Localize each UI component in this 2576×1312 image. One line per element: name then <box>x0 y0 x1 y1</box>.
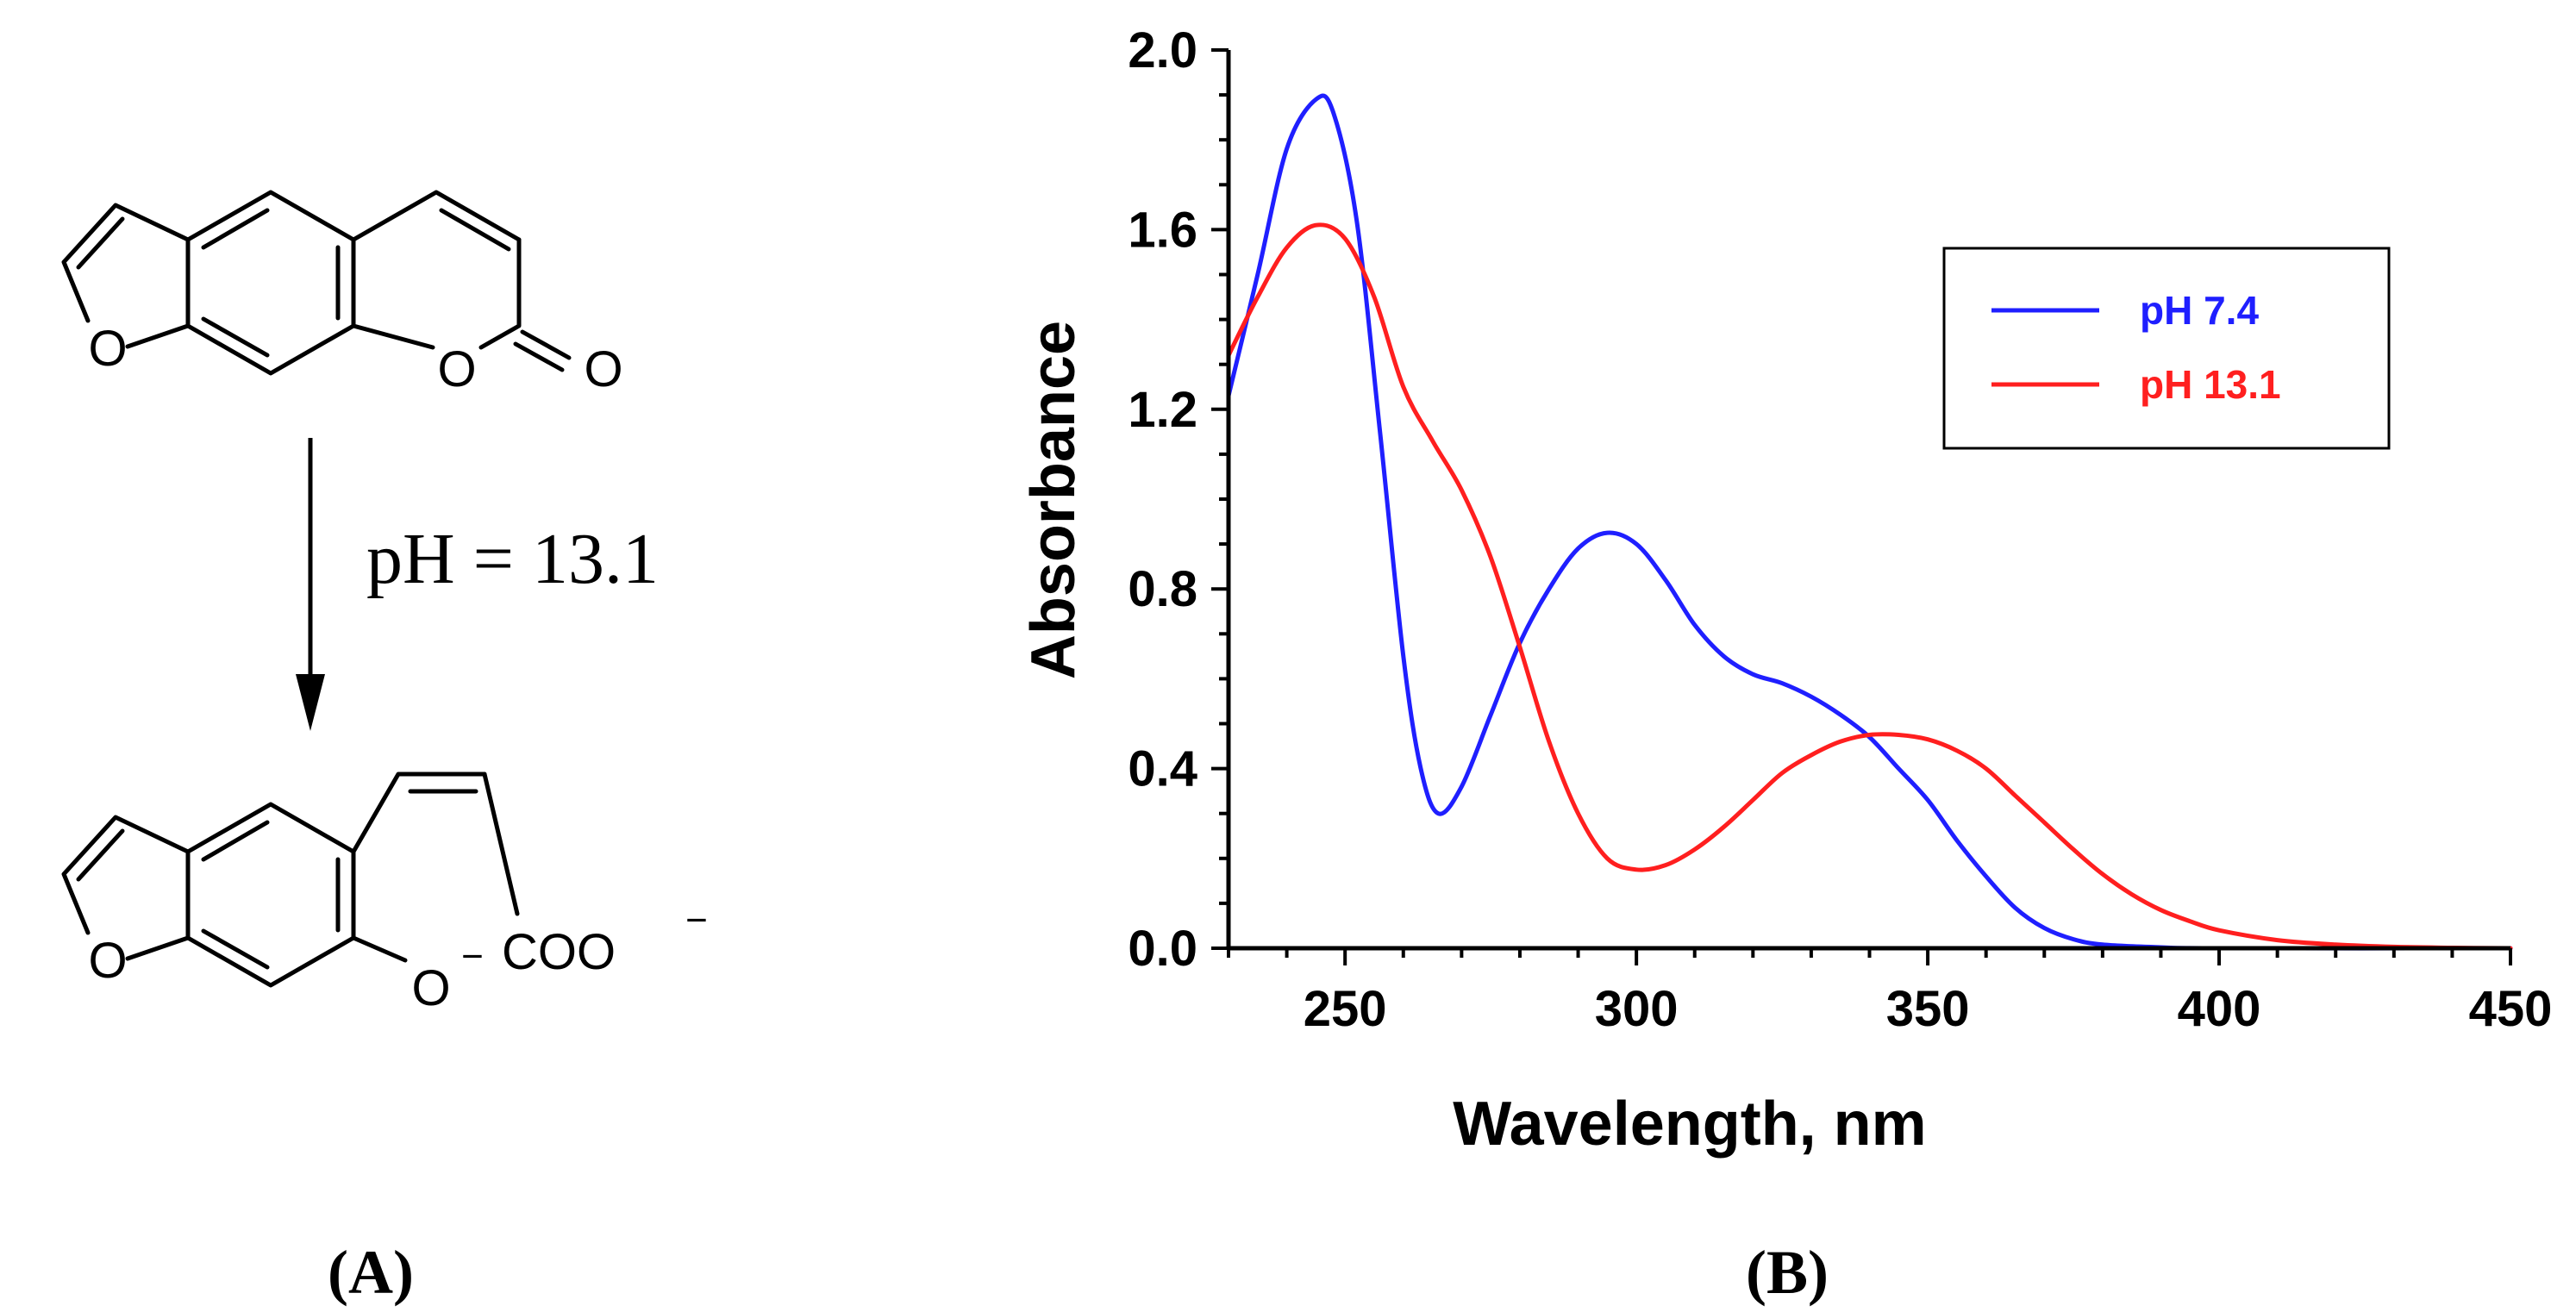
atom-o-furan-1: O <box>88 321 127 377</box>
x-tick-label-450: 450 <box>2469 981 2553 1037</box>
legend: pH 7.4 pH 13.1 <box>1942 247 2391 450</box>
reaction-condition: pH = 13.1 <box>366 519 659 599</box>
tick-labels-group: 250 300 350 400 450 0.0 0.4 0.8 1.2 1.6 2.0 <box>1128 22 2552 1037</box>
legend-label-ph74: pH 7.4 <box>2140 288 2259 333</box>
panel-label-a: (A) <box>328 1238 414 1307</box>
panel-b-absorbance-chart: 250 300 350 400 450 0.0 0.4 0.8 1.2 1.6 2.0 Wavele… <box>1019 22 2552 1307</box>
series-group <box>1226 93 2513 951</box>
panel-label-b: (B) <box>1746 1238 1829 1307</box>
y-tick-label-0.4: 0.4 <box>1128 741 1197 797</box>
series-line-ph131 <box>1226 222 2513 951</box>
carboxylate-group: COO <box>502 924 616 980</box>
y-axis-title: Absorbance <box>1019 321 1088 679</box>
x-tick-label-350: 350 <box>1886 981 1970 1037</box>
y-tick-label-1.6: 1.6 <box>1128 202 1197 258</box>
x-axis-title: Wavelength, nm <box>1453 1090 1926 1159</box>
axes-group <box>1226 50 2510 951</box>
atom-o-carbonyl: O <box>584 341 622 397</box>
y-tick-label-2.0: 2.0 <box>1128 22 1197 78</box>
y-tick-label-1.2: 1.2 <box>1128 382 1197 438</box>
psoralen-structure <box>61 190 572 376</box>
atom-o-ring-1: O <box>437 341 476 397</box>
x-tick-label-400: 400 <box>2178 981 2261 1037</box>
atom-o-phenolate: O <box>411 960 450 1016</box>
atom-o-furan-2: O <box>88 933 127 989</box>
series-line-ph74 <box>1226 93 2513 951</box>
product-structure <box>61 772 520 988</box>
phenolate-charge: − <box>461 935 484 978</box>
legend-label-ph131: pH 13.1 <box>2140 362 2281 407</box>
panel-a-reaction-scheme: O O O pH = 13.1 O O − <box>61 190 708 1307</box>
x-tick-label-250: 250 <box>1304 981 1387 1037</box>
carboxylate-charge: − <box>685 899 708 941</box>
legend-frame <box>1942 247 2391 450</box>
y-tick-label-0.8: 0.8 <box>1128 561 1197 617</box>
reaction-arrow <box>296 438 325 731</box>
ticks-group <box>1211 48 2512 965</box>
y-tick-label-0.0: 0.0 <box>1128 921 1197 977</box>
x-tick-label-300: 300 <box>1595 981 1679 1037</box>
